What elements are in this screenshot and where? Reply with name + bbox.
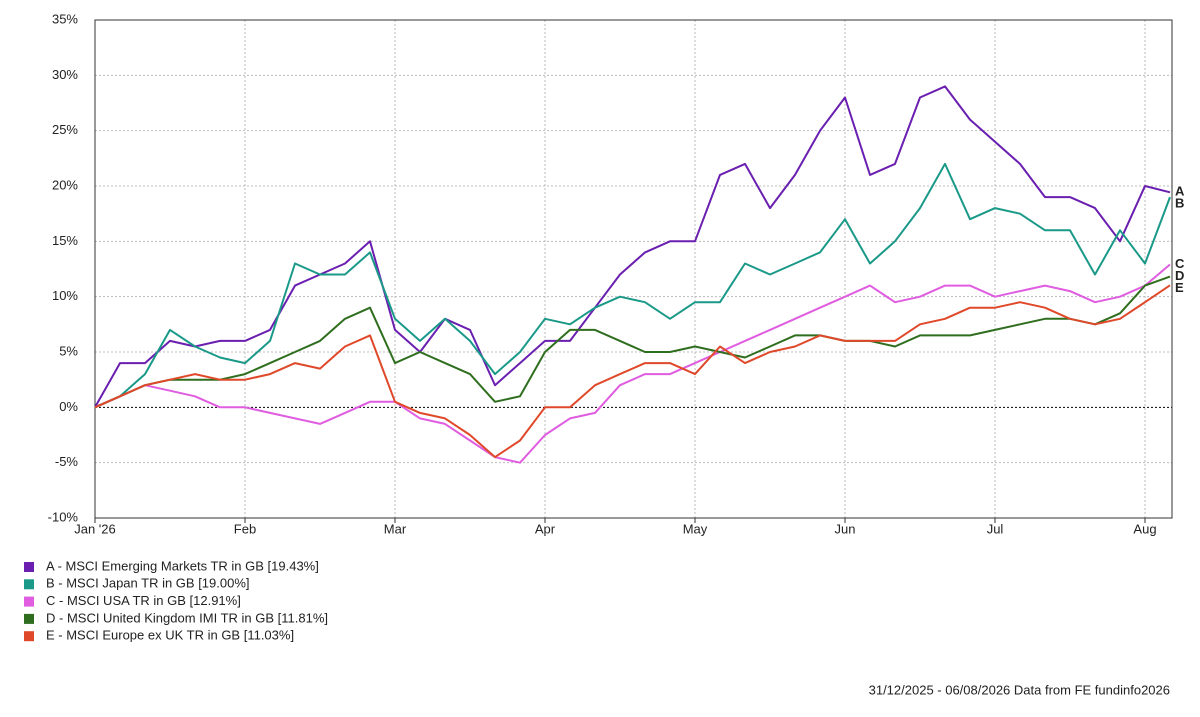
- legend-label: B - MSCI Japan TR in GB [19.00%]: [46, 576, 250, 591]
- y-tick-label: 0%: [59, 399, 78, 414]
- y-tick-label: 30%: [52, 67, 78, 82]
- end-label: A: [1175, 184, 1185, 199]
- legend-swatch: [24, 631, 34, 642]
- plot-frame: [94, 19, 1173, 519]
- legend-swatch: [24, 596, 34, 607]
- series-line: [94, 263, 1171, 464]
- x-tick-label: Jul: [987, 521, 1004, 536]
- x-tick-label: Mar: [384, 521, 407, 536]
- series-line: [94, 162, 1171, 409]
- x-tick-label: Feb: [234, 521, 256, 536]
- y-tick-label: 25%: [52, 122, 78, 137]
- legend-label: C - MSCI USA TR in GB [12.91%]: [46, 593, 241, 608]
- end-label: B: [1175, 196, 1184, 211]
- y-tick-label: 5%: [59, 343, 78, 358]
- legend-label: E - MSCI Europe ex UK TR in GB [11.03%]: [46, 628, 294, 643]
- y-tick-label: -5%: [55, 454, 79, 469]
- legend-swatch: [24, 579, 34, 590]
- y-tick-label: 35%: [52, 11, 78, 26]
- end-label: D: [1175, 268, 1184, 283]
- legend-label: D - MSCI United Kingdom IMI TR in GB [11…: [46, 610, 328, 625]
- footer: 31/12/2025 - 06/08/2026 Data from FE fun…: [869, 682, 1170, 697]
- series-line: [94, 275, 1171, 409]
- y-tick-label: -10%: [48, 509, 79, 524]
- legend-swatch: [24, 613, 34, 624]
- end-label: C: [1175, 256, 1185, 271]
- x-tick-label: Jun: [835, 521, 856, 536]
- series-line: [94, 85, 1171, 408]
- y-tick-label: 15%: [52, 233, 78, 248]
- end-label: E: [1175, 280, 1184, 295]
- y-tick-label: 10%: [52, 288, 78, 303]
- x-tick-label: Aug: [1133, 521, 1156, 536]
- y-tick-label: 20%: [52, 177, 78, 192]
- x-tick-label: Jan '26: [74, 521, 116, 536]
- x-tick-label: Apr: [535, 521, 556, 536]
- x-tick-label: May: [683, 521, 708, 536]
- legend-swatch: [24, 562, 34, 572]
- series-line: [94, 284, 1171, 459]
- legend-label: A - MSCI Emerging Markets TR in GB [19.4…: [46, 558, 319, 573]
